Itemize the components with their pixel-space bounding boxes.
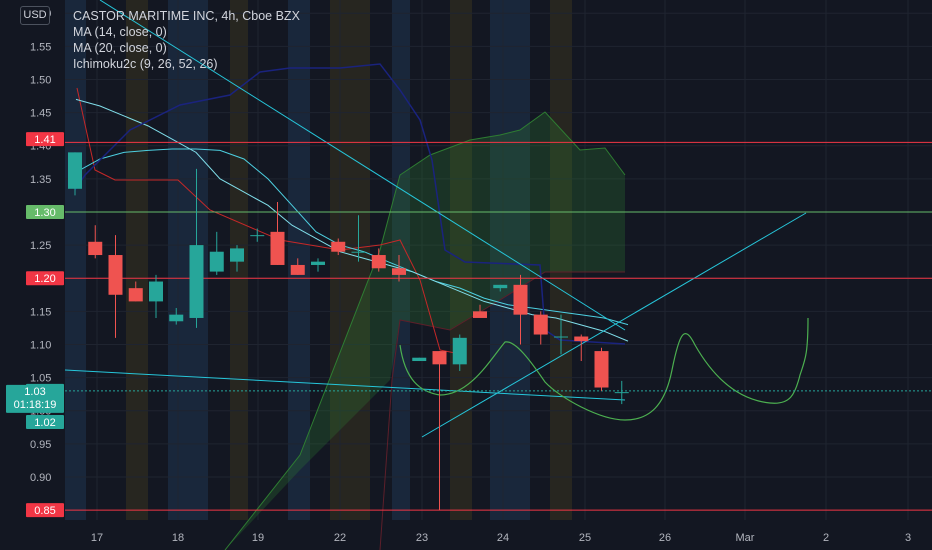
y-tick-label: 1.10 <box>30 339 51 351</box>
price-label-text: 1.30 <box>34 207 55 219</box>
x-tick-label: 24 <box>497 532 509 544</box>
green-curve <box>399 317 809 421</box>
candle-body <box>128 288 143 302</box>
candle-body <box>88 241 103 256</box>
y-tick-label: 1.25 <box>30 240 51 252</box>
candle-body <box>412 357 427 362</box>
x-tick-label: 2 <box>823 532 829 544</box>
session-band <box>490 0 530 520</box>
price-label-text: 0.85 <box>34 505 55 517</box>
cloud-span-a <box>224 111 626 550</box>
currency-badge[interactable]: USD <box>20 6 50 25</box>
price-label-box <box>26 271 64 286</box>
candle-body <box>392 268 406 275</box>
session-band <box>288 0 310 520</box>
y-tick-label: 0.95 <box>30 439 51 451</box>
candle-body <box>493 284 508 289</box>
candles <box>68 152 629 511</box>
candle-body <box>533 314 548 335</box>
candle-body <box>68 152 82 189</box>
candle-body <box>574 336 589 342</box>
session-bands <box>65 0 572 520</box>
countdown-box <box>6 384 64 413</box>
candle-body <box>189 245 204 318</box>
trendline-down <box>99 0 626 331</box>
session-band <box>65 0 86 520</box>
candle-body <box>169 314 184 322</box>
horizontal-levels <box>65 141 932 511</box>
x-tick-label: 18 <box>172 532 184 544</box>
session-band <box>392 0 410 520</box>
legend-ma14[interactable]: MA (14, close, 0) <box>73 25 167 39</box>
y-tick-label: 0.90 <box>30 472 51 484</box>
candle-body <box>108 255 123 295</box>
y-tick-label: 1.50 <box>30 74 51 86</box>
candle-body <box>614 392 629 394</box>
x-tick-label: 19 <box>252 532 264 544</box>
current-price-text: 1.03 <box>24 386 45 398</box>
candle-body <box>230 248 244 262</box>
cloud-span-b <box>379 271 625 550</box>
candle-body <box>351 251 366 253</box>
legend-ma20[interactable]: MA (20, close, 0) <box>73 41 167 55</box>
session-band <box>550 0 572 520</box>
x-tick-label: 22 <box>334 532 346 544</box>
price-label-text: 1.20 <box>34 273 55 285</box>
y-tick-label: 1.35 <box>30 174 51 186</box>
price-label-box <box>26 503 64 518</box>
y-tick-label: 1.45 <box>30 108 51 120</box>
x-tick-label: 3 <box>905 532 911 544</box>
session-band <box>330 0 370 520</box>
x-tick-label: 23 <box>416 532 428 544</box>
session-band <box>126 0 148 520</box>
candle-body <box>473 311 487 318</box>
price-label-box <box>26 415 64 429</box>
candle-body <box>432 351 447 365</box>
candle-body <box>594 351 609 388</box>
candle-body <box>331 241 346 252</box>
price-label-text: 1.41 <box>34 134 55 146</box>
time-axis: 17 18 19 22 23 24 25 26 Mar 2 3 <box>91 532 911 544</box>
trendline-up <box>421 212 807 438</box>
x-tick-label: 26 <box>659 532 671 544</box>
candle-body <box>250 235 265 237</box>
cloud-area <box>225 112 625 550</box>
candle-body <box>311 261 325 265</box>
price-label-box <box>26 204 64 219</box>
trendline-flat <box>64 369 626 401</box>
candle-body <box>452 337 467 365</box>
candle-body <box>371 255 386 269</box>
ichimoku-conversion <box>76 87 466 356</box>
ichimoku-cloud <box>224 111 626 550</box>
candle-body <box>149 281 163 302</box>
candle-body <box>209 251 224 272</box>
price-label-box <box>26 132 64 147</box>
legend-ichimoku[interactable]: Ichimoku2c (9, 26, 52, 26) <box>73 57 218 71</box>
ma14-line <box>75 148 629 326</box>
legend: CASTOR MARITIME INC, 4h, Cboe BZX MA (14… <box>73 8 300 72</box>
legend-title: CASTOR MARITIME INC, 4h, Cboe BZX <box>73 9 300 23</box>
candle-body <box>290 264 305 275</box>
x-tick-label: 17 <box>91 532 103 544</box>
y-tick-label: 1.55 <box>30 41 51 53</box>
x-tick-label: Mar <box>736 532 755 544</box>
y-tick-label: 1.15 <box>30 306 51 318</box>
price-label-text: 1.02 <box>34 417 55 429</box>
candle-body <box>270 231 285 265</box>
candle-body <box>554 336 568 338</box>
countdown-text: 01:18:19 <box>14 399 57 411</box>
ichimoku-base <box>74 63 626 345</box>
y-tick-label: 1.05 <box>30 373 51 385</box>
candle-body <box>513 284 528 315</box>
x-tick-label: 25 <box>579 532 591 544</box>
